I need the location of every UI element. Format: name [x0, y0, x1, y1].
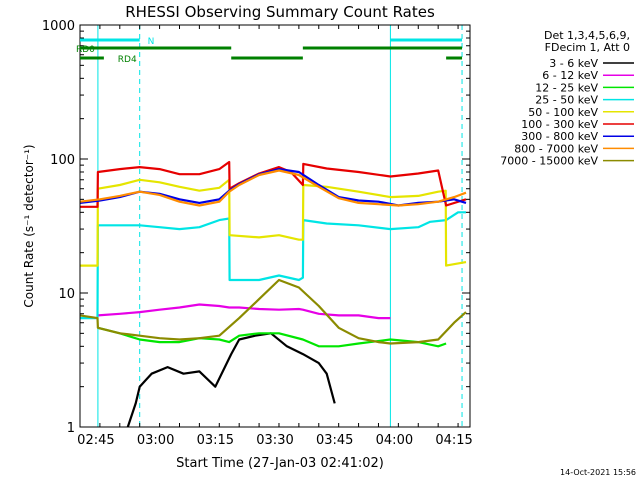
series-line-9	[79, 278, 467, 345]
series-line-4	[80, 211, 466, 320]
legend-label-2: 6 - 12 keV	[542, 69, 598, 82]
x-tick-label-1: 02:45	[77, 433, 114, 448]
series-line-5	[80, 178, 467, 267]
legend-header-line-1: Det 1,3,4,5,6,9,	[544, 29, 630, 42]
attenuator-flags: N RD0 RD4	[76, 37, 463, 65]
chart-title: RHESSI Observing Summary Count Rates	[125, 3, 435, 21]
legend-label-4: 25 - 50 keV	[535, 94, 598, 107]
legend-label-7: 300 - 800 keV	[521, 130, 598, 143]
x-axis-label: Start Time (27-Jan-03 02:41:02)	[176, 456, 384, 471]
x-tick-label-3: 03:15	[197, 433, 234, 448]
y-tick-label-3: 100	[50, 153, 75, 168]
legend-label-8: 800 - 7000 keV	[514, 142, 598, 155]
y-axis-label: Count Rate (s⁻¹ detector⁻¹)	[22, 144, 36, 307]
legend-header-line-2: FDecim 1, Att 0	[545, 41, 630, 54]
y-tick-label-2: 10	[58, 287, 75, 302]
y-tick-label-1: 1	[67, 421, 75, 436]
series-line-1	[126, 332, 336, 428]
footer-timestamp: 14-Oct-2021 15:56	[560, 468, 636, 477]
flag-label-rd0: RD0	[76, 45, 95, 55]
x-tick-label-6: 04:00	[376, 433, 413, 448]
legend-label-6: 100 - 300 keV	[521, 118, 598, 131]
series-line-8	[79, 169, 467, 207]
x-tick-label-4: 03:30	[256, 433, 293, 448]
plot-frame	[79, 24, 471, 428]
legend-label-3: 12 - 25 keV	[535, 81, 598, 94]
y-tick-label-4: 1000	[42, 19, 75, 34]
x-tick-label-7: 04:15	[435, 433, 472, 448]
legend: Det 1,3,4,5,6,9, FDecim 1, Att 0 3 - 6 k…	[500, 29, 634, 168]
x-tick-label-5: 03:45	[316, 433, 353, 448]
legend-label-1: 3 - 6 keV	[549, 57, 598, 70]
x-tick-label-2: 03:00	[137, 433, 174, 448]
legend-label-9: 7000 - 15000 keV	[500, 155, 598, 168]
flag-label-n: N	[148, 37, 155, 47]
legend-label-5: 50 - 100 keV	[528, 106, 598, 119]
axes: 1 10 100 1000 02:45 03:00 03:15 03:30 03:45 04:00…	[42, 19, 473, 448]
flag-label-rd4: RD4	[118, 55, 137, 65]
plot-area	[79, 25, 467, 428]
series-line-3	[97, 326, 447, 348]
